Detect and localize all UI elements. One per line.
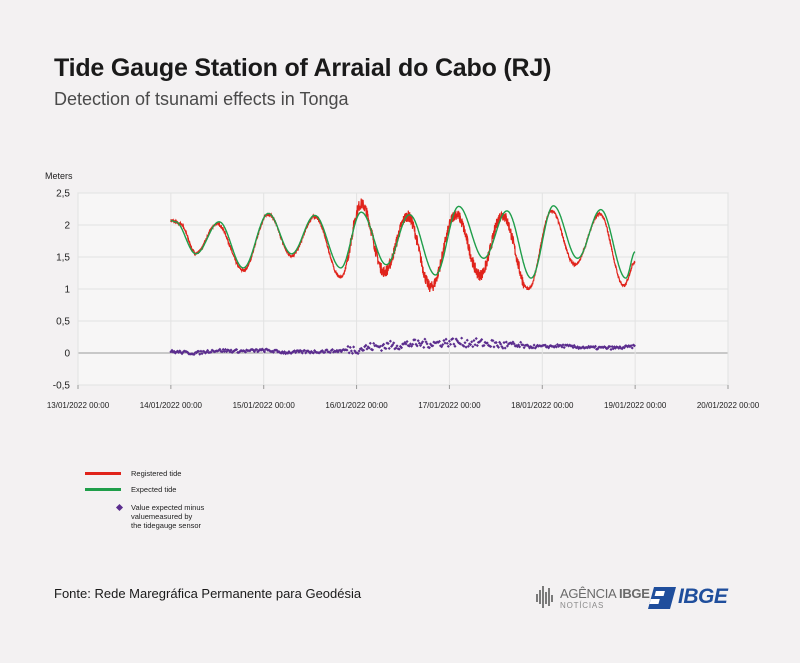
series-difference-point	[474, 337, 478, 341]
series-difference-point	[220, 350, 224, 354]
series-difference-point	[475, 344, 479, 348]
series-difference-point	[489, 344, 493, 349]
agencia-name: AGÊNCIA IBGE	[560, 586, 650, 601]
y-tick-label: -0,5	[53, 381, 71, 392]
series-difference-point	[504, 340, 508, 344]
series-difference-point	[311, 351, 316, 355]
x-tick-label: 18/01/2022 00:00	[511, 401, 574, 410]
series-difference-point	[365, 347, 369, 351]
agencia-subtitle: NOTÍCIAS	[560, 601, 605, 610]
series-difference-point	[370, 348, 375, 352]
series-difference-point	[413, 338, 417, 342]
series-difference-point	[209, 350, 213, 354]
ibge-wordmark: IBGE	[678, 585, 728, 608]
series-difference-point	[399, 346, 404, 350]
legend-label-difference-1: Value expected minus	[131, 503, 205, 512]
series-difference-point	[465, 338, 469, 342]
x-tick-label: 17/01/2022 00:00	[418, 401, 481, 410]
series-difference-point	[325, 348, 329, 352]
series-difference-point	[571, 345, 575, 350]
series-difference-point	[328, 351, 332, 355]
series-difference-point	[554, 345, 558, 349]
x-tick-label: 16/01/2022 00:00	[325, 401, 388, 410]
series-difference-point	[502, 341, 506, 345]
series-difference-point	[417, 341, 421, 345]
legend-label-expected: Expected tide	[131, 485, 177, 494]
series-difference-point	[416, 339, 420, 343]
y-tick-label: 0	[64, 349, 70, 360]
series-difference-point	[480, 337, 484, 342]
y-tick-label: 1,5	[56, 253, 70, 264]
series-difference-point	[382, 342, 386, 346]
x-tick-label: 13/01/2022 00:00	[47, 401, 110, 410]
series-difference-point	[469, 343, 473, 347]
legend-label-difference-2: valuemeasured by	[131, 512, 193, 521]
x-tick-label: 15/01/2022 00:00	[233, 401, 296, 410]
tide-chart: 2,5 2 1,5 1 0,5 0 -0,5 Meters 13/01/2022 00:00 14…	[45, 171, 760, 410]
series-difference-point	[452, 342, 456, 346]
series-difference-point	[560, 345, 564, 349]
y-axis-unit-label: Meters	[45, 171, 73, 181]
series-difference-point	[512, 342, 516, 346]
series-difference-point	[610, 345, 614, 349]
series-difference-point	[368, 341, 372, 345]
series-difference-point	[492, 345, 496, 349]
series-difference-point	[243, 350, 248, 354]
series-difference-point	[437, 339, 441, 343]
y-tick-label: 1	[64, 285, 70, 296]
series-difference-point	[562, 345, 566, 350]
series-difference-point	[418, 343, 423, 348]
legend-swatch-difference	[115, 503, 124, 512]
series-difference-point	[352, 345, 356, 349]
series-difference-point	[501, 346, 505, 350]
series-difference-point	[197, 349, 201, 353]
y-tick-label: 2	[64, 221, 70, 232]
legend-label-registered: Registered tide	[131, 469, 182, 478]
agencia-bars-icon	[536, 586, 553, 608]
series-difference-point	[462, 344, 466, 348]
ibge-mark-icon	[648, 587, 676, 609]
legend-swatch-expected	[85, 488, 121, 491]
x-tick-label: 14/01/2022 00:00	[140, 401, 203, 410]
series-difference-point	[518, 345, 522, 349]
series-expected-tide-line	[170, 205, 636, 279]
series-difference-point	[421, 340, 425, 344]
x-tick-label: 20/01/2022 00:00	[697, 401, 760, 410]
series-difference-point	[262, 350, 267, 354]
series-difference-point	[445, 341, 449, 345]
chart-subtitle: Detection of tsunami effects in Tonga	[54, 89, 349, 109]
series-difference-point	[271, 350, 275, 354]
series-difference-point	[391, 343, 395, 347]
agencia-ibge-logo: AGÊNCIA IBGE NOTÍCIAS	[536, 584, 650, 614]
series-difference-point	[453, 344, 457, 348]
chart-title: Tide Gauge Station of Arraial do Cabo (R…	[54, 54, 552, 82]
series-difference-point	[491, 339, 495, 343]
series-difference-point	[485, 341, 489, 345]
series-difference-point	[503, 346, 507, 350]
legend-swatch-registered	[85, 472, 121, 475]
legend-label-difference-3: the tidegauge sensor	[131, 521, 202, 530]
series-registered-tide-line	[170, 198, 636, 293]
ibge-logo: IBGE	[648, 585, 748, 611]
y-tick-label: 0,5	[56, 317, 70, 328]
series-difference-point	[422, 345, 426, 349]
source-note: Fonte: Rede Maregráfica Permanente para …	[54, 586, 362, 601]
series-difference-point	[466, 344, 470, 348]
y-tick-label: 2,5	[56, 189, 70, 200]
series-difference-point	[561, 343, 565, 347]
series-difference-point	[218, 347, 222, 351]
series-difference-point	[415, 344, 419, 348]
series-difference-point	[451, 337, 455, 341]
series-difference-point	[496, 345, 501, 349]
series-difference-point	[427, 346, 431, 350]
series-difference-point	[532, 343, 536, 347]
x-tick-label: 19/01/2022 00:00	[604, 401, 667, 410]
series-difference-point	[198, 352, 202, 356]
